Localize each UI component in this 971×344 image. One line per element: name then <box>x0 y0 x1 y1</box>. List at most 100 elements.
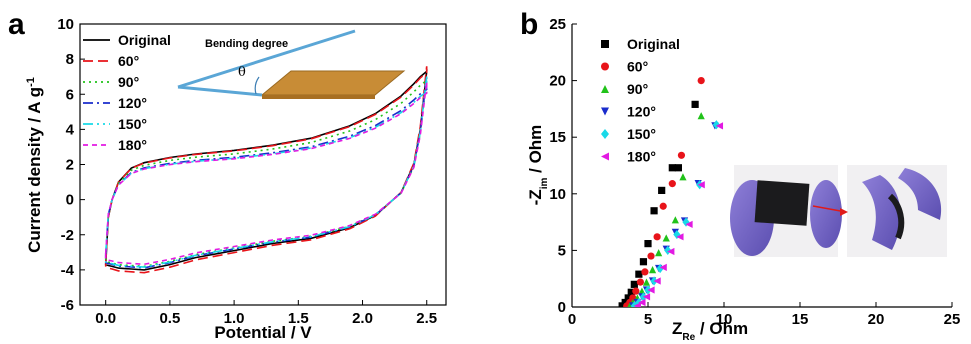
panel-a-legend-label: Original <box>118 32 171 48</box>
bending-device-plate <box>260 70 406 96</box>
panel-a-legend-label: 90° <box>118 74 139 90</box>
eis-point <box>685 220 693 228</box>
eis-point <box>656 263 664 274</box>
panel-a-ytick-label: 2 <box>66 157 74 174</box>
panel-a-letter: a <box>8 8 25 41</box>
panel-b-legend-marker <box>601 85 609 93</box>
panel-b-ytick-label: 0 <box>558 299 566 316</box>
eis-point <box>679 173 687 181</box>
panel-a-ytick-label: 8 <box>66 51 74 68</box>
panel-b-data-points <box>618 77 724 307</box>
panel-b-eis-chart: 0 5 10 15 20 25 0 5 10 15 20 25 Original 60° 90° 120° 1… <box>526 16 960 343</box>
panel-b-legend-label: 120° <box>627 104 656 120</box>
panel-b-xtick-label: 10 <box>716 311 733 328</box>
eis-point <box>659 263 667 271</box>
panel-b-ylabel: -Zim / Ohm <box>526 125 550 206</box>
eis-point <box>653 233 661 241</box>
eis-point <box>715 122 724 130</box>
eis-point <box>632 287 640 295</box>
bending-angle-arc <box>254 76 260 95</box>
eis-point <box>647 286 655 294</box>
device-photo-inset <box>730 165 947 257</box>
eis-point <box>636 278 645 286</box>
eis-point <box>627 288 635 296</box>
cv-curve-series <box>104 81 428 266</box>
panel-a-legend: Original 60° 90° 120° 150° 180° <box>83 32 171 153</box>
panel-b-ytick-label: 5 <box>558 242 566 259</box>
eis-point <box>633 302 641 307</box>
cv-curve-series <box>104 69 428 271</box>
panel-b-xtick-label: 25 <box>944 311 961 328</box>
panel-b-legend-marker <box>601 129 609 139</box>
panel-a-xtick-label: 1.0 <box>224 310 245 327</box>
eis-point <box>642 293 651 301</box>
panel-b-xtick-label: 0 <box>568 311 576 328</box>
panel-b-legend-label: 150° <box>627 126 656 142</box>
eis-point <box>697 77 705 85</box>
panel-a-legend-label: 120° <box>118 95 147 111</box>
panel-b-legend: Original 60° 90° 120° 150° 180° <box>601 36 680 165</box>
eis-point <box>674 164 682 172</box>
panel-b-legend-label: 180° <box>627 149 656 165</box>
eis-point <box>677 151 686 159</box>
bent-device-fabric <box>887 193 905 240</box>
panel-a-ytick-label: -4 <box>61 262 75 279</box>
eis-point <box>662 234 670 242</box>
eis-point <box>621 298 629 307</box>
eis-point <box>635 270 643 278</box>
bending-theta-symbol: θ <box>238 65 246 80</box>
eis-point <box>697 181 705 189</box>
panel-a-ytick-label: 6 <box>66 86 74 103</box>
bending-lower-arm <box>177 85 263 97</box>
panel-a-legend-label: 180° <box>118 137 147 153</box>
panel-b-xlabel: ZRe / Ohm <box>672 319 748 343</box>
eis-point <box>668 180 676 188</box>
panel-a-cv-chart: 0.0 0.5 1.0 1.5 2.0 2.5 -6 -4 -2 0 2 4 6 8 10 Potentia… <box>25 16 447 342</box>
eis-point <box>639 258 648 266</box>
panel-b-legend-marker <box>601 152 609 161</box>
panel-a-axes: 0.0 0.5 1.0 1.5 2.0 2.5 -6 -4 -2 0 2 4 6 8 10 <box>57 16 437 327</box>
panel-a-ytick-label: 4 <box>66 121 75 138</box>
eis-point <box>624 294 632 302</box>
eis-point <box>638 298 646 307</box>
panel-a-xtick-label: 1.5 <box>288 310 309 327</box>
panel-a-legend-label: 150° <box>118 116 147 132</box>
panel-b-xtick-label: 20 <box>868 311 885 328</box>
panel-a-legend-label: 60° <box>118 53 139 69</box>
eis-point <box>644 240 652 248</box>
eis-point <box>671 216 679 224</box>
cv-curve-series <box>104 75 428 269</box>
eis-point <box>647 252 655 260</box>
eis-point <box>630 280 638 288</box>
bent-photo-left-finger <box>862 175 901 250</box>
panel-b-ytick-label: 15 <box>549 129 566 146</box>
panel-b-legend-label: 90° <box>627 81 648 97</box>
eis-point <box>641 268 649 276</box>
panel-b-legend-label: Original <box>627 36 680 52</box>
panel-b-legend-label: 60° <box>627 59 648 75</box>
bent-photo-right-finger <box>898 168 942 220</box>
panel-a-ytick-label: 10 <box>57 16 74 33</box>
flat-device-fabric <box>754 180 810 226</box>
panel-b-xtick-label: 15 <box>792 311 809 328</box>
panel-a-cv-curves <box>104 66 428 274</box>
cv-curve-series <box>104 77 428 268</box>
bending-inset-title: Bending degree <box>205 38 288 50</box>
eis-point <box>642 278 651 286</box>
panel-a-xtick-label: 2.0 <box>352 310 373 327</box>
photo-arrow-head <box>840 208 848 216</box>
panel-b-ytick-label: 25 <box>549 16 566 33</box>
panel-a-ytick-label: -2 <box>61 227 74 244</box>
eis-point <box>650 207 658 215</box>
bending-device-edge <box>262 95 375 99</box>
panel-b-ytick-label: 20 <box>549 73 566 90</box>
eis-point <box>658 186 666 195</box>
eis-point <box>648 266 657 274</box>
eis-point <box>667 247 675 256</box>
panel-b-xtick-label: 5 <box>644 311 652 328</box>
panel-a-ytick-label: 0 <box>66 192 74 209</box>
eis-point <box>655 249 663 257</box>
panel-b-legend-marker <box>601 40 609 48</box>
photo-right-glove <box>810 180 842 248</box>
